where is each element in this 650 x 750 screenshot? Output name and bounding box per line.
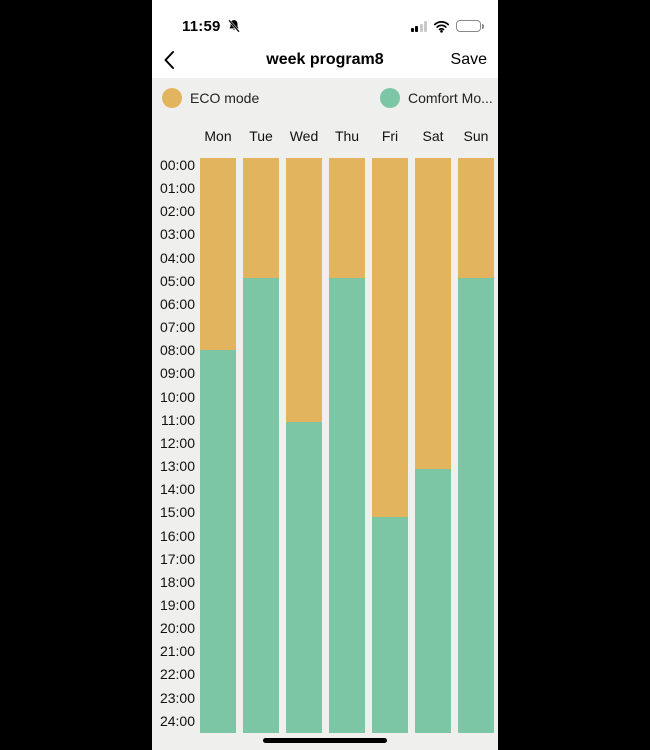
comfort-segment-sat — [415, 469, 451, 733]
time-tick-label: 15:00 — [159, 504, 195, 521]
time-tick-label: 18:00 — [159, 573, 195, 590]
comfort-segment-sun — [458, 277, 494, 733]
phone-screen: 11:59 — [152, 0, 498, 750]
time-tick-label: 11:00 — [161, 411, 195, 428]
day-column-mon[interactable] — [200, 158, 236, 733]
time-tick-label: 04:00 — [159, 249, 195, 266]
wifi-icon — [433, 20, 450, 33]
day-label-fri: Fri — [381, 128, 399, 144]
time-tick-label: 24:00 — [159, 712, 195, 729]
legend-label-eco: ECO mode — [190, 90, 260, 106]
status-left: 11:59 — [182, 18, 242, 35]
cellular-bar — [419, 23, 423, 32]
nav-bar: week program8 Save — [152, 42, 498, 78]
time-tick-label: 06:00 — [159, 295, 195, 312]
eco-segment-wed — [286, 158, 322, 422]
day-label-mon: Mon — [204, 128, 232, 144]
eco-segment-fri — [372, 158, 408, 518]
legend-item-eco: ECO mode — [162, 88, 259, 108]
day-column-wed[interactable] — [286, 158, 322, 733]
cellular-signal-icon — [410, 21, 427, 32]
comfort-segment-thu — [329, 277, 365, 733]
bars-area — [200, 158, 494, 733]
status-right — [410, 20, 484, 33]
home-indicator — [263, 738, 387, 743]
time-tick-label: 05:00 — [159, 272, 195, 289]
day-label-sat: Sat — [422, 128, 444, 144]
day-label-wed: Wed — [289, 128, 319, 144]
day-column-sun[interactable] — [458, 158, 494, 733]
eco-segment-sat — [415, 158, 451, 470]
day-label-sun: Sun — [463, 128, 489, 144]
time-tick-label: 14:00 — [159, 481, 195, 498]
clock-time: 11:59 — [182, 17, 221, 35]
day-column-fri[interactable] — [372, 158, 408, 733]
comfort-segment-wed — [286, 421, 322, 733]
time-tick-label: 19:00 — [159, 596, 195, 613]
legend: ECO mode Comfort Mo... — [162, 88, 498, 108]
back-button[interactable] — [163, 49, 185, 71]
time-tick-label: 08:00 — [159, 342, 195, 359]
time-tick-label: 00:00 — [159, 157, 195, 173]
time-tick-label: 16:00 — [159, 527, 195, 544]
time-tick-label: 01:00 — [159, 180, 195, 197]
time-tick-label: 23:00 — [159, 689, 195, 706]
cellular-bar — [424, 21, 427, 32]
eco-segment-mon — [200, 158, 236, 350]
time-tick-label: 02:00 — [159, 203, 195, 220]
week-program-chart: ECO mode Comfort Mo... Mon Tue Wed Thu Fri Sa… — [152, 78, 498, 750]
time-tick-label: 21:00 — [159, 643, 195, 660]
comfort-segment-mon — [200, 349, 236, 733]
comfort-mode-dot-icon — [380, 88, 400, 108]
eco-segment-tue — [243, 158, 279, 278]
save-button[interactable]: Save — [450, 51, 487, 68]
day-label-thu: Thu — [334, 128, 360, 144]
legend-item-comfort: Comfort Mo... — [380, 88, 498, 108]
time-tick-label: 03:00 — [159, 226, 195, 243]
time-tick-label: 20:00 — [159, 620, 195, 637]
time-axis: 00:00 01:00 02:00 03:00 04:00 05:00 06:00 07:00… — [152, 154, 195, 733]
time-tick-label: 13:00 — [159, 458, 195, 475]
time-tick-label: 17:00 — [159, 550, 195, 567]
day-column-sat[interactable] — [415, 158, 451, 733]
legend-label-comfort: Comfort Mo... — [408, 90, 493, 106]
eco-segment-thu — [329, 158, 365, 278]
cellular-bar — [410, 27, 414, 32]
page-title: week program8 — [266, 51, 384, 68]
cellular-bar — [415, 25, 418, 32]
time-tick-label: 07:00 — [159, 319, 195, 336]
comfort-segment-tue — [243, 277, 279, 733]
day-labels-row: Mon Tue Wed Thu Fri Sat Sun — [200, 128, 494, 144]
bell-slash-icon — [226, 18, 242, 34]
comfort-segment-fri — [372, 517, 408, 733]
day-label-tue: Tue — [249, 128, 273, 144]
eco-mode-dot-icon — [162, 88, 182, 108]
battery-icon — [456, 20, 484, 32]
battery-nub — [481, 24, 484, 29]
eco-segment-sun — [458, 158, 494, 278]
chevron-left-icon — [163, 50, 175, 70]
time-tick-label: 10:00 — [159, 388, 195, 405]
time-tick-label: 12:00 — [159, 434, 195, 451]
day-column-thu[interactable] — [329, 158, 365, 733]
day-column-tue[interactable] — [243, 158, 279, 733]
time-tick-label: 09:00 — [159, 365, 195, 382]
time-tick-label: 22:00 — [159, 666, 195, 683]
status-bar: 11:59 — [152, 0, 498, 42]
